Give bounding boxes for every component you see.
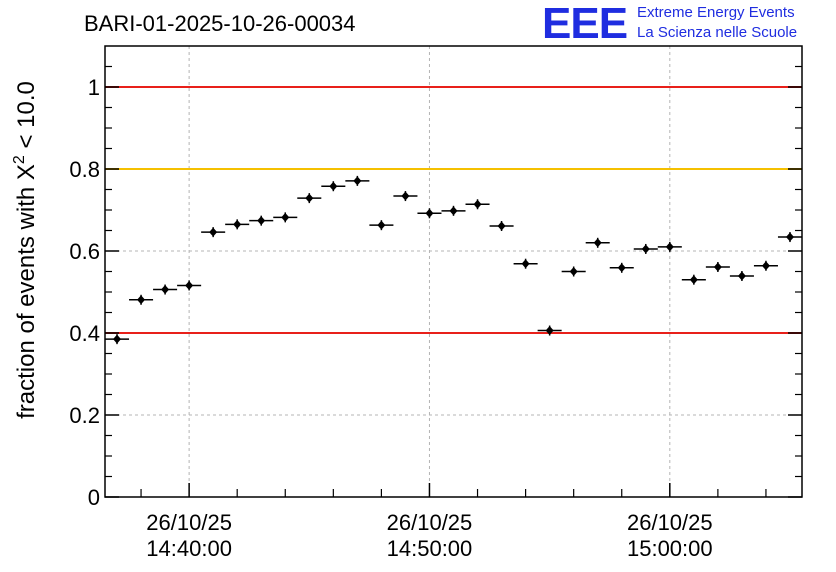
data-point-marker xyxy=(785,232,794,242)
data-point-marker xyxy=(305,193,314,203)
data-points xyxy=(105,175,802,345)
plot-frame xyxy=(104,45,803,498)
y-axis-label-prefix: fraction of events with xyxy=(13,180,40,419)
data-point-marker xyxy=(545,326,554,336)
y-tick-label: 0.8 xyxy=(69,157,100,182)
y-tick-label: 1 xyxy=(88,75,100,100)
x-tick-date-label: 26/10/25 xyxy=(627,510,713,535)
data-point-marker xyxy=(641,244,650,254)
data-point-marker xyxy=(569,267,578,276)
data-point-marker xyxy=(161,285,170,295)
data-point-marker xyxy=(689,275,698,285)
grid-lines xyxy=(105,46,802,497)
eee-logo-mark: EEE xyxy=(542,0,628,48)
data-point-marker xyxy=(353,176,362,186)
data-point-marker xyxy=(593,238,602,248)
data-point-marker xyxy=(377,220,386,230)
x-tick-date-label: 26/10/25 xyxy=(387,510,473,535)
data-point-marker xyxy=(329,181,338,191)
y-tick-label: 0.4 xyxy=(69,321,100,346)
y-axis-label-superscript: 2 xyxy=(11,155,28,164)
y-axis-label: fraction of events with X2 < 10.0 xyxy=(11,81,40,419)
x-tick-time-label: 15:00:00 xyxy=(627,536,713,561)
data-point-marker xyxy=(401,191,410,201)
chart-title: BARI-01-2025-10-26-00034 xyxy=(84,11,356,36)
data-point-marker xyxy=(449,206,458,216)
data-point-marker xyxy=(665,242,674,252)
data-point-marker xyxy=(137,295,146,305)
data-point-marker xyxy=(185,280,194,290)
data-point-marker xyxy=(209,227,218,237)
reference-lines xyxy=(105,86,802,334)
data-point-marker xyxy=(425,208,434,218)
data-point-marker xyxy=(737,271,746,281)
data-point-marker xyxy=(761,261,770,271)
data-point-marker xyxy=(113,334,122,344)
y-axis-label-symbol: X xyxy=(13,164,40,180)
eee-logo: EEE Extreme Energy Events La Scienza nel… xyxy=(542,2,832,48)
y-tick-label: 0.2 xyxy=(69,403,100,428)
logo-line-2: La Scienza nelle Scuole xyxy=(637,24,798,41)
x-tick-time-label: 14:50:00 xyxy=(387,536,473,561)
data-point-marker xyxy=(473,199,482,209)
axis-ticks xyxy=(105,65,802,498)
data-point-marker xyxy=(521,259,530,269)
y-axis-label-suffix: < 10.0 xyxy=(13,81,40,155)
data-point-marker xyxy=(257,216,266,226)
x-tick-date-label: 26/10/25 xyxy=(146,510,232,535)
y-tick-label: 0 xyxy=(88,485,100,510)
data-point-marker xyxy=(713,262,722,272)
data-point-marker xyxy=(497,221,506,231)
data-point-marker xyxy=(233,219,242,229)
data-point-marker xyxy=(281,212,290,222)
tick-labels: 00.20.40.60.8126/10/2514:40:0026/10/2514… xyxy=(69,75,712,561)
y-tick-label: 0.6 xyxy=(69,239,100,264)
x-tick-time-label: 14:40:00 xyxy=(146,536,232,561)
logo-line-1: Extreme Energy Events xyxy=(637,4,795,21)
data-point-marker xyxy=(617,263,626,273)
